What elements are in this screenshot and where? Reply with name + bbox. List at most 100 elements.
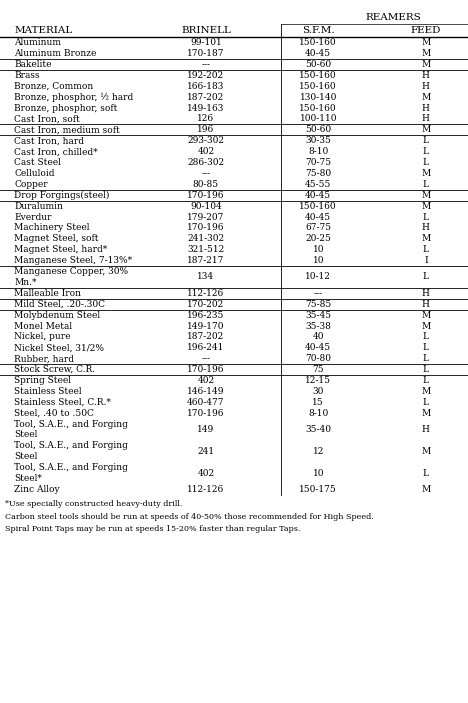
Text: Steel*: Steel* <box>14 474 42 483</box>
Text: 150-160: 150-160 <box>300 202 337 211</box>
Text: M: M <box>421 125 431 134</box>
Text: L: L <box>423 343 429 352</box>
Text: 196: 196 <box>197 125 214 134</box>
Text: 126: 126 <box>197 115 214 124</box>
Text: 150-160: 150-160 <box>300 103 337 112</box>
Text: Stainless Steel, C.R.*: Stainless Steel, C.R.* <box>14 398 111 407</box>
Text: Magnet Steel, hard*: Magnet Steel, hard* <box>14 245 107 254</box>
Text: Tool, S.A.E., and Forging: Tool, S.A.E., and Forging <box>14 441 128 451</box>
Text: H: H <box>422 224 430 233</box>
Text: Aluminum Bronze: Aluminum Bronze <box>14 49 96 58</box>
Text: Spring Steel: Spring Steel <box>14 376 71 385</box>
Text: Tool, S.A.E., and Forging: Tool, S.A.E., and Forging <box>14 420 128 429</box>
Text: 8-10: 8-10 <box>308 147 329 156</box>
Text: Bronze, Common: Bronze, Common <box>14 82 93 91</box>
Text: Brass: Brass <box>14 71 40 80</box>
Text: 15: 15 <box>313 398 324 407</box>
Text: 130-140: 130-140 <box>300 93 337 102</box>
Text: Mn.*: Mn.* <box>14 278 37 287</box>
Text: Steel, .40 to .50C: Steel, .40 to .50C <box>14 408 94 418</box>
Text: Celluloid: Celluloid <box>14 169 55 178</box>
Text: 402: 402 <box>197 147 214 156</box>
Text: 187-217: 187-217 <box>187 256 225 265</box>
Text: Steel: Steel <box>14 452 37 461</box>
Text: 179-207: 179-207 <box>187 212 225 221</box>
Text: 40-45: 40-45 <box>305 49 331 58</box>
Text: 166-183: 166-183 <box>187 82 225 91</box>
Text: Drop Forgings(steel): Drop Forgings(steel) <box>14 191 110 200</box>
Text: *Use specially constructed heavy-duty drill.: *Use specially constructed heavy-duty dr… <box>5 500 182 508</box>
Text: Mild Steel, .20-.30C: Mild Steel, .20-.30C <box>14 299 105 309</box>
Text: Aluminum: Aluminum <box>14 38 61 47</box>
Text: Malleable Iron: Malleable Iron <box>14 289 81 298</box>
Text: 10: 10 <box>313 256 324 265</box>
Text: M: M <box>421 447 431 456</box>
Text: 293-302: 293-302 <box>187 136 225 146</box>
Text: 12: 12 <box>313 447 324 456</box>
Text: M: M <box>421 49 431 58</box>
Text: 170-196: 170-196 <box>187 408 225 418</box>
Text: 134: 134 <box>197 273 214 281</box>
Text: L: L <box>423 158 429 167</box>
Text: M: M <box>421 38 431 47</box>
Text: 50-60: 50-60 <box>305 60 331 69</box>
Text: 20-25: 20-25 <box>305 234 331 243</box>
Text: Machinery Steel: Machinery Steel <box>14 224 89 233</box>
Text: ---: --- <box>314 289 323 298</box>
Text: Monel Metal: Monel Metal <box>14 321 72 330</box>
Text: L: L <box>423 147 429 156</box>
Text: L: L <box>423 469 429 477</box>
Text: 75-85: 75-85 <box>305 299 331 309</box>
Text: Cast Iron, chilled*: Cast Iron, chilled* <box>14 147 98 156</box>
Text: 196-235: 196-235 <box>187 311 225 320</box>
Text: Cast Steel: Cast Steel <box>14 158 61 167</box>
Text: 321-512: 321-512 <box>187 245 225 254</box>
Text: 150-175: 150-175 <box>300 485 337 494</box>
Text: 192-202: 192-202 <box>187 71 225 80</box>
Text: 150-160: 150-160 <box>300 38 337 47</box>
Text: L: L <box>423 354 429 363</box>
Text: L: L <box>423 398 429 407</box>
Text: MATERIAL: MATERIAL <box>14 26 72 35</box>
Text: Duralumin: Duralumin <box>14 202 63 211</box>
Text: 170-196: 170-196 <box>187 191 225 200</box>
Text: 70-75: 70-75 <box>305 158 331 167</box>
Text: 8-10: 8-10 <box>308 408 329 418</box>
Text: 286-302: 286-302 <box>187 158 225 167</box>
Text: H: H <box>422 71 430 80</box>
Text: 460-477: 460-477 <box>187 398 225 407</box>
Text: L: L <box>423 180 429 189</box>
Text: Bakelite: Bakelite <box>14 60 51 69</box>
Text: 50-60: 50-60 <box>305 125 331 134</box>
Text: L: L <box>423 333 429 342</box>
Text: Nickel Steel, 31/2%: Nickel Steel, 31/2% <box>14 343 104 352</box>
Text: 170-202: 170-202 <box>187 299 225 309</box>
Text: Magnet Steel, soft: Magnet Steel, soft <box>14 234 99 243</box>
Text: BRINELL: BRINELL <box>181 26 231 35</box>
Text: M: M <box>421 387 431 396</box>
Text: L: L <box>423 245 429 254</box>
Text: 170-196: 170-196 <box>187 365 225 374</box>
Text: ---: --- <box>201 354 211 363</box>
Text: 70-80: 70-80 <box>305 354 331 363</box>
Text: 100-110: 100-110 <box>300 115 337 124</box>
Text: 80-85: 80-85 <box>193 180 219 189</box>
Text: Zinc Alloy: Zinc Alloy <box>14 485 59 494</box>
Text: 112-126: 112-126 <box>187 289 225 298</box>
Text: 196-241: 196-241 <box>187 343 225 352</box>
Text: L: L <box>423 376 429 385</box>
Text: 67-75: 67-75 <box>305 224 331 233</box>
Text: Tool, S.A.E., and Forging: Tool, S.A.E., and Forging <box>14 463 128 472</box>
Text: Cast Iron, soft: Cast Iron, soft <box>14 115 80 124</box>
Text: 99-101: 99-101 <box>190 38 222 47</box>
Text: 35-38: 35-38 <box>305 321 331 330</box>
Text: 187-202: 187-202 <box>187 93 225 102</box>
Text: 241: 241 <box>197 447 214 456</box>
Text: 30: 30 <box>313 387 324 396</box>
Text: 402: 402 <box>197 376 214 385</box>
Text: H: H <box>422 115 430 124</box>
Text: S.F.M.: S.F.M. <box>302 26 335 35</box>
Text: L: L <box>423 365 429 374</box>
Text: Steel: Steel <box>14 430 37 439</box>
Text: Bronze, phosphor, soft: Bronze, phosphor, soft <box>14 103 117 112</box>
